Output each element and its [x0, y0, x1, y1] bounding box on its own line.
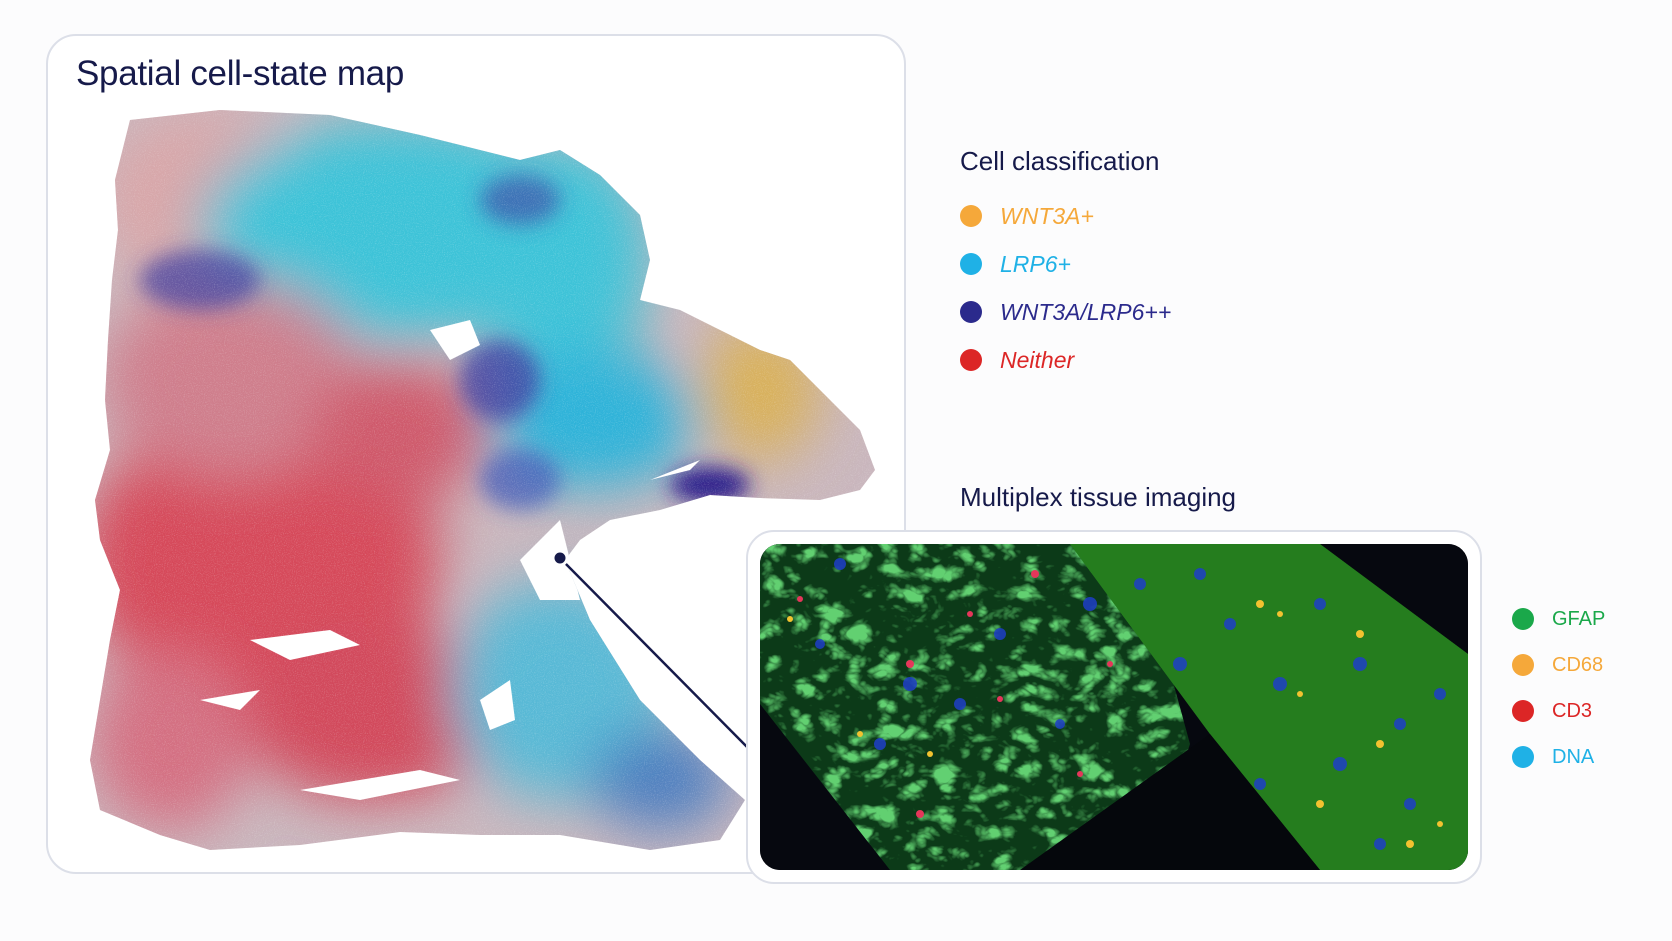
channel-dot [1512, 608, 1534, 630]
channel-dot [1512, 746, 1534, 768]
channel-dot [1512, 700, 1534, 722]
channel-item-dna: DNA [1512, 734, 1605, 780]
multiplex-image [760, 544, 1468, 870]
channel-label: CD68 [1552, 653, 1604, 676]
channel-dot [1512, 654, 1534, 676]
channel-item-cd3: CD3 [1512, 688, 1605, 734]
channel-item-gfap: GFAP [1512, 596, 1605, 642]
legend-dot [960, 253, 982, 275]
classification-title: Cell classification [960, 146, 1160, 176]
legend-label: WNT3A+ [1000, 202, 1094, 229]
map-title: Spatial cell-state map [76, 54, 405, 93]
legend-dot [960, 349, 982, 371]
channel-item-cd68: CD68 [1512, 642, 1605, 688]
legend-item-wnt3a: WNT3A+ [960, 192, 1171, 240]
legend-dot [960, 301, 982, 323]
classification-legend: WNT3A+ LRP6+ WNT3A/LRP6++ Neither [960, 192, 1171, 384]
channel-label: GFAP [1552, 607, 1606, 630]
legend-label: WNT3A/LRP6++ [1000, 298, 1172, 325]
imaging-title: Multiplex tissue imaging [960, 482, 1237, 512]
map-marker [551, 549, 569, 567]
legend-item-double-positive: WNT3A/LRP6++ [960, 288, 1171, 336]
legend-dot [960, 205, 982, 227]
leader-line [559, 557, 753, 753]
channel-label: DNA [1552, 745, 1595, 768]
channel-legend: GFAP CD68 CD3 DNA [1512, 596, 1605, 780]
legend-item-lrp6: LRP6+ [960, 240, 1171, 288]
legend-item-neither: Neither [960, 336, 1171, 384]
legend-label: Neither [1000, 346, 1075, 373]
channel-label: CD3 [1552, 699, 1593, 722]
legend-label: LRP6+ [1000, 250, 1071, 277]
multiplex-image-card [746, 530, 1482, 884]
